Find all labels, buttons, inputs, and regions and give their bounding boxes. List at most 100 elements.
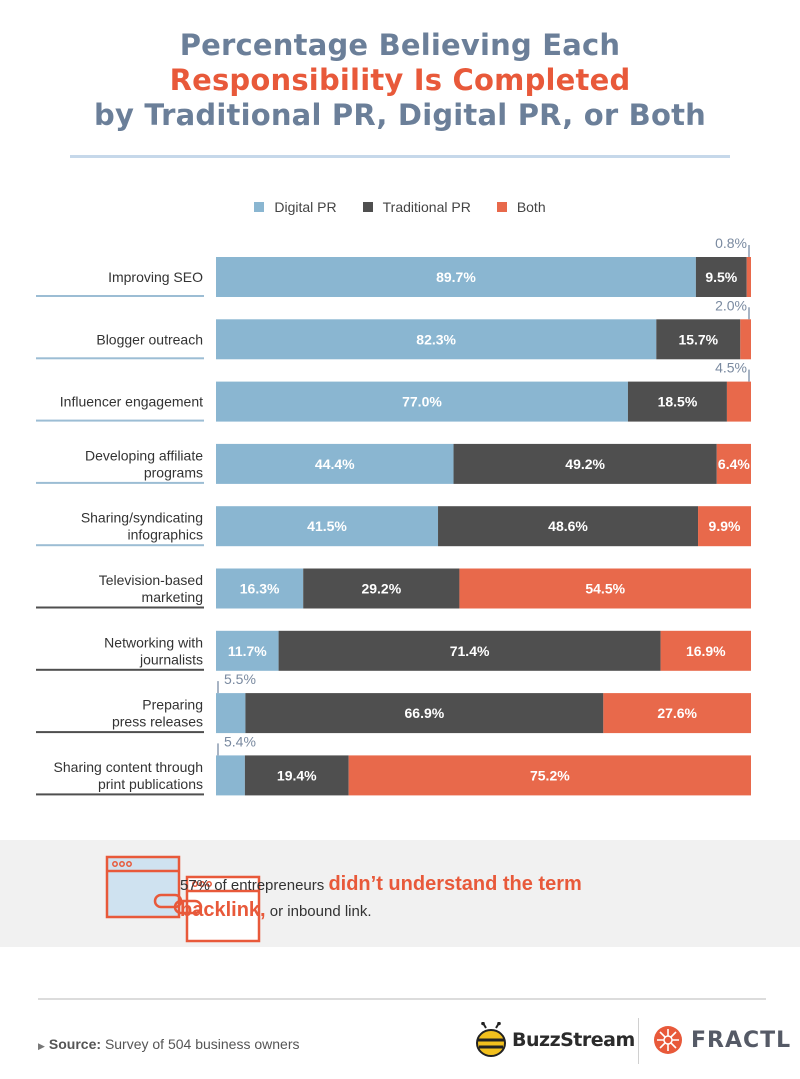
title-line-2: Responsibility Is Completed [169,63,631,97]
category-label: Developing affiliate [85,447,203,463]
chart-title: Percentage Believing Each Responsibility… [0,28,800,133]
bar-digital [216,693,246,734]
category-label: press releases [112,714,203,730]
bar-traditional [627,381,727,422]
bar-digital [216,381,628,422]
bar-digital [216,257,696,297]
data-label-digital: 16.3% [240,581,280,597]
bar-both [660,630,751,671]
data-label-traditional: 15.7% [678,331,718,347]
data-label-digital: 44.4% [315,456,355,472]
data-label-both: 16.9% [686,643,726,659]
bar-traditional [453,443,717,484]
data-label-both: 54.5% [585,581,625,597]
triangle-right-icon: ▶ [38,1041,45,1051]
callout-highlight: didn’t understand the term backlink, [180,873,582,921]
bar-both [740,319,751,360]
brand-divider [638,1018,639,1064]
category-label: Influencer engagement [60,394,203,410]
legend-label-traditional: Traditional PR [382,199,471,215]
legend-item-both: Both [496,199,546,215]
title-underline [70,155,730,158]
category-label: marketing [142,589,203,605]
stacked-bar-chart: Improving SEO 89.7% 9.5% 0.8% Blogger outrea… [36,235,751,796]
category-label: Television-based [99,572,203,588]
data-label-traditional: 66.9% [405,705,445,721]
bar-digital [216,506,439,547]
bar-traditional [695,257,747,297]
category-underline [36,357,204,360]
category-label: Blogger outreach [96,331,203,347]
bar-digital [216,319,657,360]
legend-swatch-traditional [362,202,373,212]
bar-traditional [244,755,349,796]
buzzstream-wordmark: BuzzStream [512,1029,635,1051]
category-underline [36,544,204,547]
chart-legend: Digital PR Traditional PR Both [0,199,800,215]
category-underline [36,419,204,422]
bar-both [603,693,751,734]
bar-traditional [278,630,661,671]
bar-traditional [656,319,741,360]
category-underline [36,793,204,796]
legend-swatch-both [496,202,507,212]
bar-digital [216,443,454,484]
data-label-traditional: 18.5% [658,394,698,410]
data-label-both: 2.0% [715,297,747,313]
legend-item-traditional: Traditional PR [362,199,471,215]
data-label-digital: 11.7% [228,643,267,659]
data-label-both: 27.6% [657,705,697,721]
data-label-digital: 77.0% [402,394,442,410]
data-label-digital: 82.3% [416,331,456,347]
title-line-3: by Traditional PR, Digital PR, or Both [93,98,706,132]
source-note: ▶ Source: Survey of 504 business owners [38,1036,300,1052]
data-label-both: 6.4% [718,456,750,472]
category-label: Improving SEO [108,269,203,285]
callout-text: 57% of entrepreneurs didn’t understand t… [180,872,660,924]
callout-band: 57% of entrepreneurs didn’t understand t… [0,840,800,947]
buzzstream-logo: BuzzStream [474,1018,635,1062]
category-label: print publications [98,776,203,792]
bar-both [726,381,751,422]
category-label: Sharing/syndicating [81,510,203,526]
title-line-1: Percentage Believing Each [179,28,621,62]
fractl-wordmark: FRACTL [691,1027,792,1053]
data-label-both: 0.8% [715,235,747,251]
bee-icon [476,1022,506,1057]
callout-post: or inbound link. [265,903,372,920]
data-label-traditional: 29.2% [361,581,401,597]
bar-both [716,443,751,484]
legend-label-both: Both [516,199,546,215]
data-label-traditional: 19.4% [277,767,317,783]
category-underline [36,606,204,609]
category-label: Sharing content through [54,759,203,775]
bar-digital [216,630,279,671]
legend-label-digital: Digital PR [274,199,337,215]
source-label: Source: [48,1036,102,1052]
data-label-traditional: 9.5% [705,269,737,285]
data-label-digital: 89.7% [436,269,476,285]
bar-both [746,257,751,297]
bar-traditional [438,506,699,547]
category-label: infographics [128,527,204,543]
category-underline [36,731,204,734]
data-label-traditional: 48.6% [548,518,588,534]
data-label-traditional: 71.4% [450,643,490,659]
fractl-burst-icon [654,1026,682,1054]
legend-swatch-digital [254,202,265,212]
category-underline [36,295,204,297]
legend-item-digital: Digital PR [254,199,337,215]
data-label-both: 9.9% [709,518,741,534]
bar-both [348,755,751,796]
category-label: Preparing [142,697,203,713]
category-label: Networking with [104,634,203,650]
callout-pre: 57% of entrepreneurs [180,877,329,894]
source-text: Survey of 504 business owners [104,1036,300,1052]
bar-both [698,506,751,547]
category-label: programs [144,464,203,480]
bar-traditional [245,693,604,734]
data-label-digital: 5.5% [224,671,256,687]
bar-traditional [303,568,460,609]
footer-divider [38,998,766,1000]
data-label-traditional: 49.2% [565,456,605,472]
